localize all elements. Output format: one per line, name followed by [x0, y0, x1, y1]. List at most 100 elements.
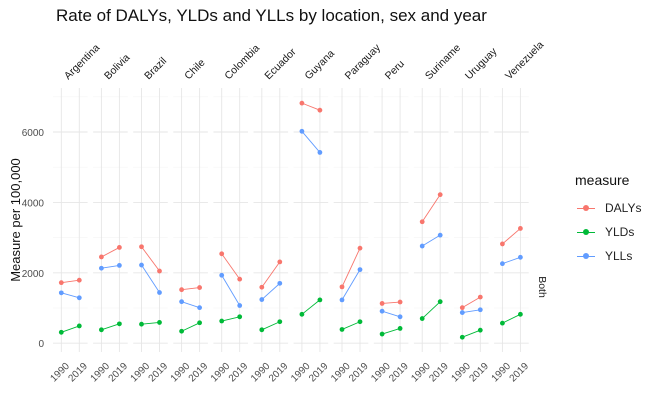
point-ylls-argentina-2019 [76, 295, 82, 301]
point-dalys-ecuador-1990 [259, 284, 265, 290]
point-dalys-uruguay-2019 [477, 294, 483, 300]
y-tick-label-6000: 6000 [22, 128, 45, 139]
point-dalys-suriname-2019 [437, 192, 443, 198]
facet-label-suriname: Suriname [423, 42, 463, 82]
series-line-ylds-brazil [141, 321, 160, 325]
x-tick-label-1990: 1990 [409, 361, 433, 385]
point-ylls-bolivia-1990 [99, 265, 104, 271]
y-tick-label-0: 0 [38, 339, 44, 350]
point-ylds-paraguay-1990 [339, 327, 345, 332]
point-dalys-peru-1990 [379, 301, 385, 306]
legend-title: measure [575, 172, 630, 188]
series-line-ylds-venezuela [502, 313, 521, 324]
series-line-ylls-ecuador [261, 283, 281, 300]
point-ylds-paraguay-2019 [357, 319, 363, 325]
point-ylls-paraguay-2019 [357, 267, 363, 273]
series-line-dalys-brazil [141, 246, 160, 272]
facet-label-bolivia: Bolivia [102, 52, 132, 82]
x-tick-label-2019: 2019 [227, 361, 251, 385]
legend-dot-ylls [583, 253, 589, 259]
x-tick-label-1990: 1990 [89, 361, 113, 385]
point-dalys-venezuela-1990 [500, 241, 505, 247]
x-tick-label-1990: 1990 [289, 361, 313, 385]
facet-label-uruguay: Uruguay [463, 45, 500, 82]
point-ylls-brazil-1990 [139, 262, 144, 268]
series-line-dalys-ecuador [261, 261, 281, 288]
point-ylds-uruguay-2019 [477, 327, 483, 333]
series-line-ylls-paraguay [341, 269, 361, 301]
series-line-dalys-guyana [301, 102, 321, 111]
series-line-ylls-colombia [221, 275, 241, 306]
series-line-ylds-bolivia [101, 323, 120, 331]
facet-label-colombia: Colombia [222, 42, 262, 82]
point-dalys-argentina-1990 [58, 280, 64, 286]
series-line-ylls-bolivia [101, 264, 120, 269]
series-line-ylds-ecuador [261, 321, 280, 331]
point-ylds-bolivia-2019 [116, 321, 122, 327]
legend-item-ylls: YLLs [575, 244, 641, 268]
series-line-ylds-paraguay [341, 321, 361, 330]
facet-label-chile: Chile [182, 57, 208, 83]
point-ylds-brazil-2019 [157, 320, 162, 325]
point-ylls-uruguay-2019 [477, 307, 483, 313]
x-tick-label-2019: 2019 [467, 361, 491, 385]
series-line-ylls-suriname [421, 234, 441, 247]
point-ylds-uruguay-1990 [459, 334, 465, 340]
series-line-ylls-uruguay [462, 309, 481, 314]
series-line-ylls-peru [381, 310, 401, 318]
facet-label-guyana: Guyana [303, 48, 338, 83]
point-ylds-venezuela-1990 [500, 320, 505, 326]
facet-label-argentina: Argentina [62, 42, 102, 82]
series-line-ylls-guyana [301, 131, 321, 153]
x-tick-label-2019: 2019 [387, 361, 411, 385]
point-dalys-bolivia-2019 [116, 245, 122, 250]
point-ylls-ecuador-1990 [259, 297, 265, 302]
x-tick-label-2019: 2019 [107, 361, 131, 385]
point-dalys-peru-2019 [397, 299, 403, 305]
legend-label-dalys: DALYs [605, 201, 642, 215]
x-tick-label-1990: 1990 [169, 361, 193, 385]
series-line-dalys-paraguay [341, 247, 361, 288]
y-tick-label-2000: 2000 [22, 269, 45, 280]
facet-label-ecuador: Ecuador [262, 46, 298, 82]
point-dalys-brazil-1990 [139, 244, 144, 250]
point-dalys-guyana-2019 [317, 107, 323, 113]
point-ylls-chile-2019 [197, 305, 202, 311]
x-tick-label-2019: 2019 [187, 361, 211, 385]
series-line-ylds-guyana [301, 299, 321, 315]
point-dalys-uruguay-1990 [459, 305, 465, 311]
series-line-ylds-argentina [61, 325, 80, 333]
point-ylds-chile-1990 [179, 328, 185, 334]
series-line-ylls-brazil [141, 264, 160, 293]
series-line-ylls-chile [181, 301, 200, 309]
point-dalys-argentina-2019 [76, 277, 82, 283]
x-tick-label-2019: 2019 [347, 361, 371, 385]
point-dalys-suriname-1990 [419, 219, 425, 225]
series-line-ylds-colombia [221, 316, 240, 322]
legend: measure DALYs YLDs YLLs [575, 172, 641, 268]
x-tick-label-2019: 2019 [66, 361, 90, 385]
series-line-dalys-uruguay [462, 296, 481, 309]
series-line-dalys-chile [181, 287, 200, 291]
point-dalys-ecuador-2019 [277, 259, 283, 265]
legend-item-ylds: YLDs [575, 220, 641, 244]
point-dalys-guyana-1990 [299, 100, 305, 106]
legend-label-ylds: YLDs [605, 225, 635, 239]
series-line-ylls-argentina [61, 292, 80, 299]
legend-dot-dalys [583, 205, 589, 211]
series-line-dalys-peru [382, 301, 401, 304]
facet-label-peru: Peru [383, 58, 407, 82]
series-line-ylds-chile [181, 322, 200, 332]
series-line-dalys-argentina [61, 279, 80, 284]
series-line-dalys-colombia [221, 253, 241, 280]
x-tick-label-2019: 2019 [267, 361, 291, 385]
point-ylds-colombia-2019 [237, 314, 243, 320]
series-line-dalys-venezuela [502, 228, 521, 245]
point-dalys-chile-1990 [179, 287, 185, 293]
point-ylls-peru-2019 [397, 314, 403, 320]
point-dalys-paraguay-1990 [339, 284, 345, 290]
point-ylls-venezuela-2019 [517, 254, 523, 260]
x-tick-label-2019: 2019 [307, 361, 331, 385]
point-ylds-guyana-1990 [299, 311, 305, 317]
